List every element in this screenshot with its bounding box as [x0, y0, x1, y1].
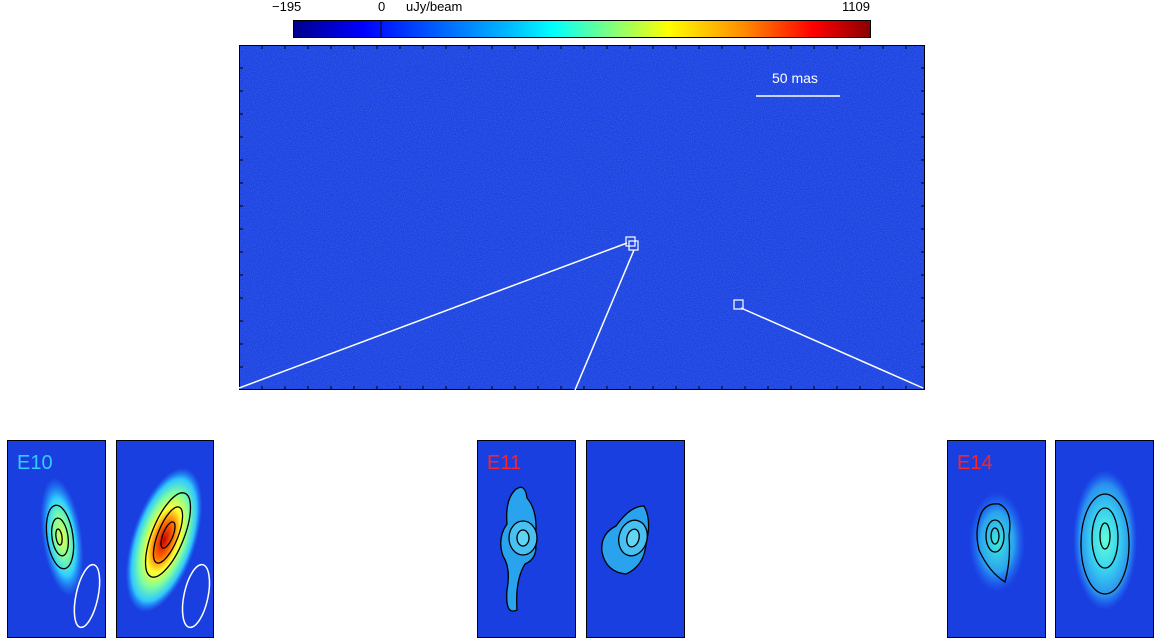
leader-line-e11 — [574, 249, 635, 390]
panel-tag-e11: E11 — [487, 452, 522, 474]
panel-e10-a: E10 — [7, 440, 106, 638]
panel-e10-b — [116, 440, 214, 638]
panel-e11-a: E11 — [477, 440, 576, 638]
colorbar-max-label: 1109 — [842, 0, 870, 14]
panel-e14-a: E14 — [947, 440, 1046, 638]
beam-ellipse — [73, 563, 101, 629]
main-map — [239, 45, 925, 390]
panel-tag-e14: E14 — [957, 452, 993, 474]
colorbar-unit-label: uJy/beam — [406, 0, 463, 14]
colorbar — [293, 20, 871, 38]
leader-line-e14 — [740, 307, 924, 389]
scale-bar-label: 50 mas — [772, 70, 818, 86]
colorbar-zero-label: 0 — [378, 0, 386, 14]
panel-e11-b — [586, 440, 685, 638]
panel-e14-b — [1055, 440, 1154, 638]
beam-ellipse — [181, 563, 211, 629]
leader-line-e10 — [239, 242, 628, 389]
panel-tag-e10: E10 — [17, 452, 53, 474]
source-box-e14 — [733, 299, 744, 310]
colorbar-min-label: −195 — [272, 0, 302, 14]
